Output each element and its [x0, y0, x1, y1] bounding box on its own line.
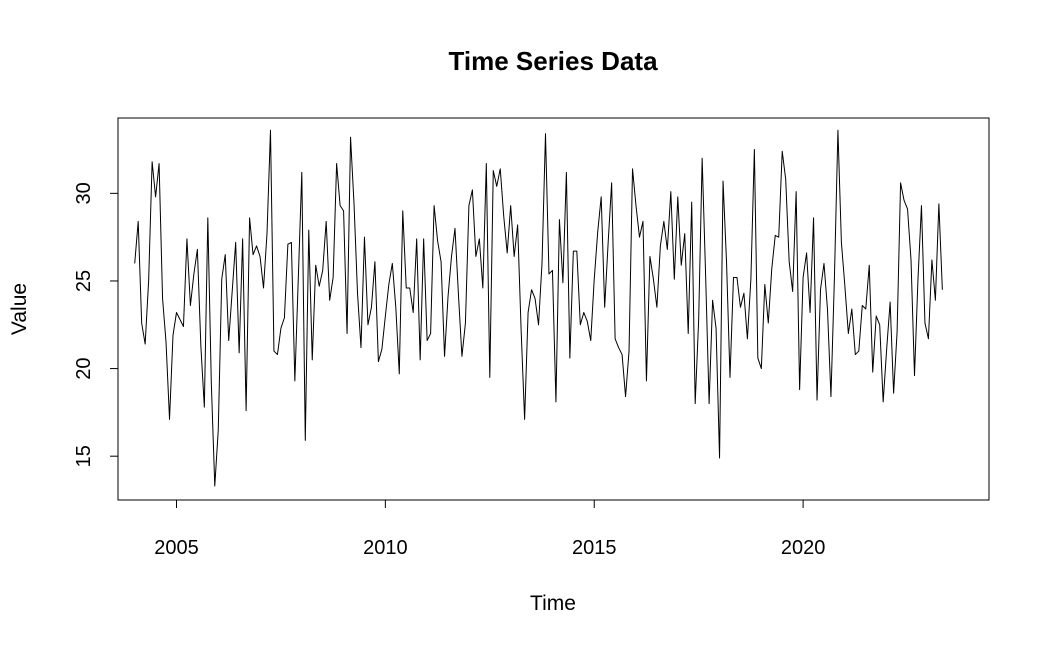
- y-axis: 15 20 25 30: [73, 182, 119, 467]
- x-axis: 2005 2010 2015 2020: [154, 499, 826, 559]
- x-tick-label: 2010: [363, 537, 408, 559]
- y-tick-label: 15: [73, 445, 95, 467]
- series-layer: [134, 129, 943, 487]
- x-tick-label: 2015: [572, 537, 617, 559]
- x-tick-label: 2020: [781, 537, 826, 559]
- x-tick-label: 2005: [154, 537, 199, 559]
- y-axis-label: Value: [8, 283, 31, 335]
- y-tick-label: 30: [73, 182, 95, 204]
- y-tick-label: 25: [73, 270, 95, 292]
- y-tick-label: 20: [73, 357, 95, 379]
- x-axis-label: Time: [530, 592, 576, 615]
- series-line-0: [134, 129, 943, 487]
- chart-title: Time Series Data: [448, 46, 658, 76]
